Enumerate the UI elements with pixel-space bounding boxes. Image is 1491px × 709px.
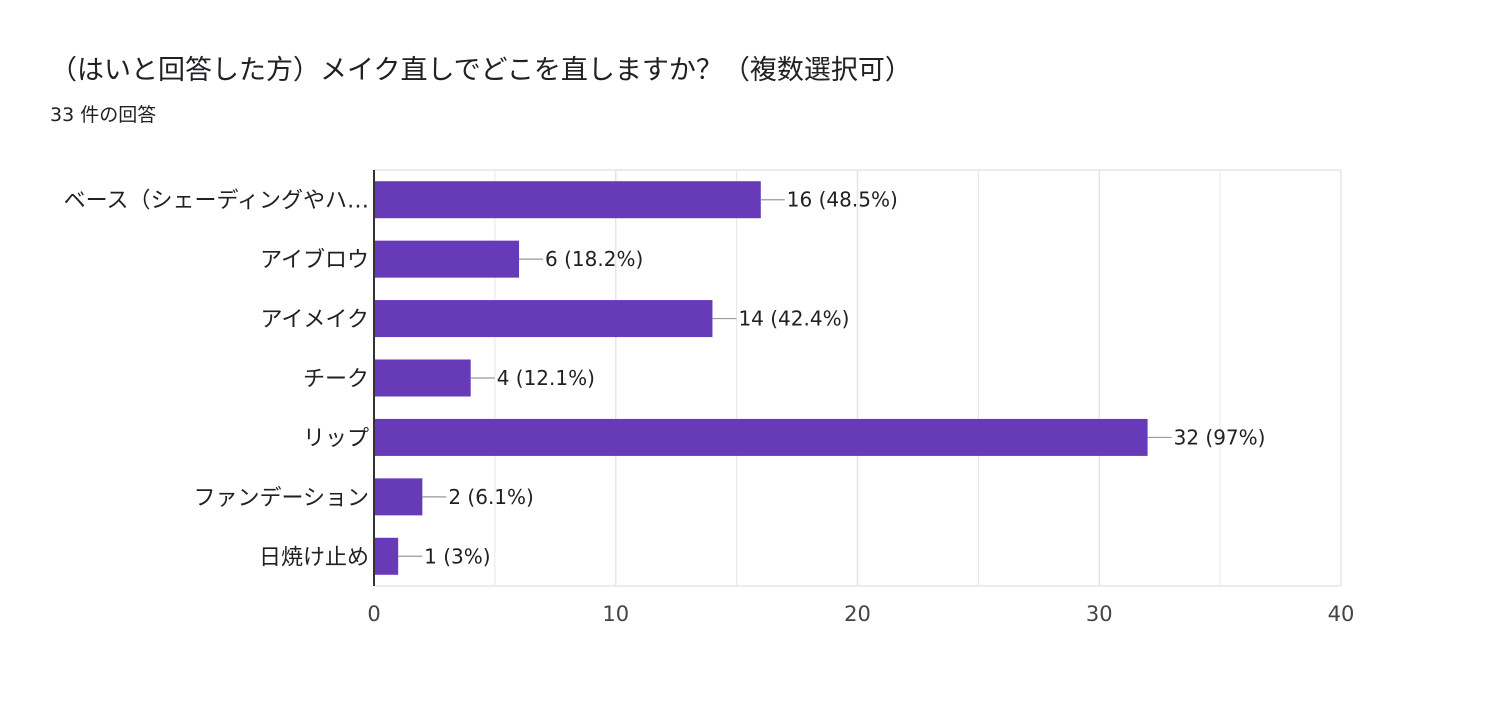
bar	[374, 300, 713, 338]
axes: 0 10 20 30 40	[367, 170, 1354, 626]
data-label: 2 (6.1%)	[448, 485, 533, 509]
bar	[374, 537, 399, 575]
bar	[374, 240, 520, 278]
data-label: 1 (3%)	[424, 544, 490, 568]
data-label: 14 (42.4%)	[738, 307, 849, 331]
chart-title: （はいと回答した方）メイク直しでどこを直しますか？（複数選択可）	[50, 55, 912, 86]
bar	[374, 418, 1148, 456]
category-label: ベース（シェーディングやハ…	[64, 189, 369, 214]
bars	[374, 181, 1148, 575]
category-label: 日焼け止め	[259, 545, 369, 570]
grid-lines	[374, 169, 1342, 587]
bar	[374, 359, 471, 397]
bar	[374, 181, 761, 219]
category-label: アイメイク	[261, 308, 369, 333]
category-label: ファンデーション	[193, 486, 369, 511]
category-label: アイブロウ	[260, 248, 369, 273]
data-label: 16 (48.5%)	[787, 188, 898, 212]
x-tick-label: 20	[844, 602, 871, 626]
category-label: リップ	[303, 426, 369, 451]
labels: 16 (48.5%) ベース（シェーディングやハ… 6 (18.2%) アイブロウ 14…	[64, 188, 1266, 571]
x-tick-label: 40	[1328, 602, 1355, 626]
response-count: 33 件の回答	[50, 104, 157, 126]
bar	[374, 478, 423, 516]
x-tick-label: 10	[602, 602, 629, 626]
x-tick-label: 30	[1086, 602, 1113, 626]
x-tick-label: 0	[367, 602, 380, 626]
data-label: 4 (12.1%)	[497, 366, 595, 390]
category-label: チーク	[303, 367, 369, 392]
data-label: 6 (18.2%)	[545, 247, 643, 271]
data-label: 32 (97%)	[1174, 425, 1266, 449]
